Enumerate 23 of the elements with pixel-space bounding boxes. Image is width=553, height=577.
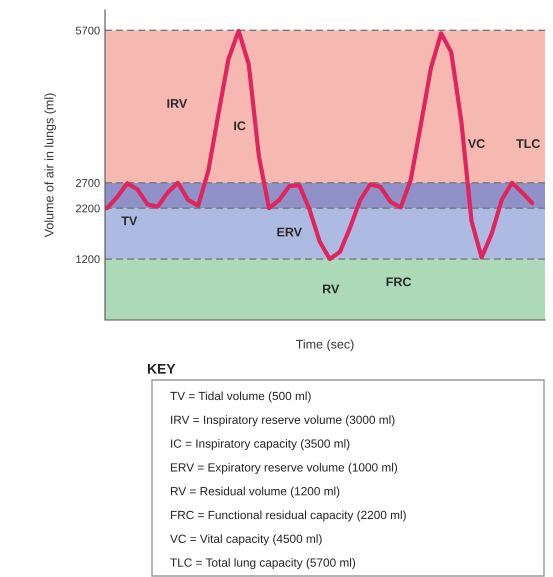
- text: VC = Vital capacity (4500 ml): [170, 534, 322, 546]
- y-tick-label: 2700: [76, 179, 100, 187]
- text: ERV = Expiratory reserve volume (1000 ml): [170, 462, 398, 474]
- text: KEY: [148, 364, 176, 374]
- text: TLC = Total lung capacity (5700 ml): [170, 558, 356, 570]
- y-tick-label: 1200: [76, 255, 100, 264]
- annotation: IC: [234, 121, 246, 130]
- annotation: FRC: [386, 277, 412, 286]
- y-axis-title: Volume of air in lungs (ml): [44, 94, 56, 238]
- text: IRV = Inspiratory reserve volume (3000 ml): [171, 415, 394, 426]
- text: RV = Residual volume (1200 ml): [170, 486, 340, 498]
- annotation: IRV: [167, 99, 188, 108]
- annotation: TLC: [516, 139, 540, 148]
- x-axis-title: Time (sec): [296, 339, 354, 352]
- annotation: RV: [323, 284, 340, 294]
- annotation: VC: [468, 139, 485, 148]
- y-tick-label: 5700: [76, 26, 100, 34]
- text: TV = Tidal volume (500 ml): [170, 391, 311, 402]
- text: IC = Inspiratory capacity (3500 ml): [171, 439, 350, 450]
- annotation: ERV: [277, 228, 302, 236]
- text: FRC = Functional residual capacity (2200 ml): [170, 510, 406, 522]
- y-tick-label: 2200: [76, 204, 100, 212]
- annotation: TV: [121, 216, 138, 226]
